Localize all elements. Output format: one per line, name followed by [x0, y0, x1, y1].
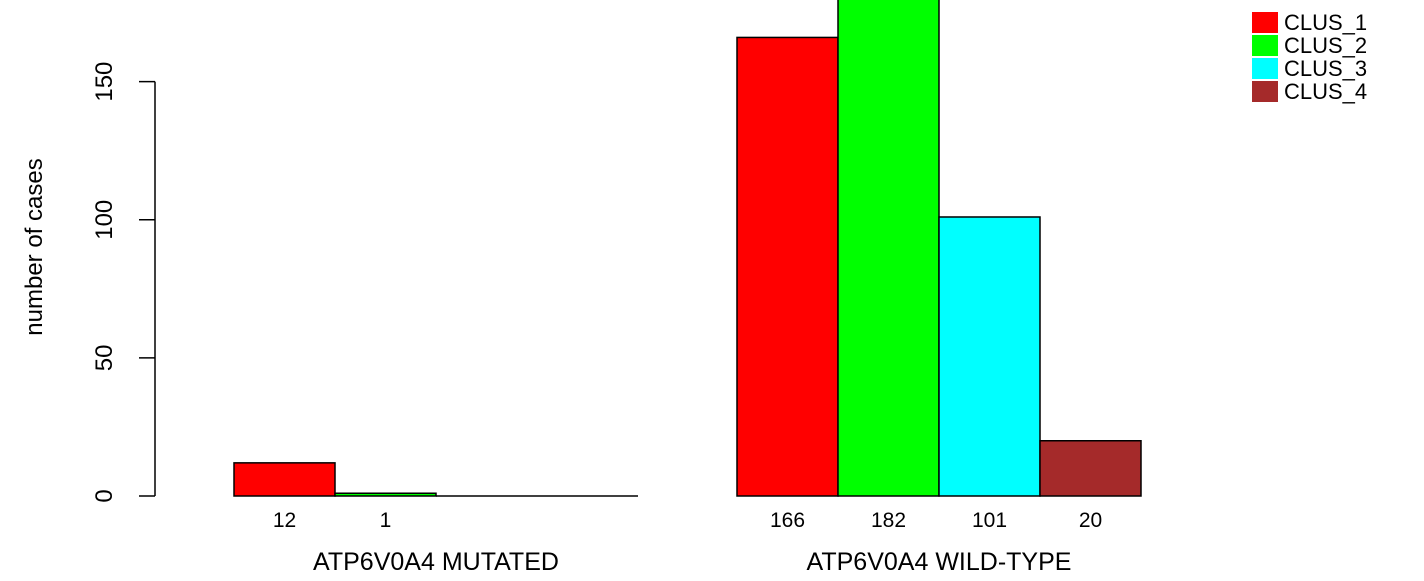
legend-swatch [1252, 81, 1278, 102]
legend-swatch [1252, 58, 1278, 79]
group-label: ATP6V0A4 MUTATED [313, 548, 559, 576]
bar [1039, 440, 1142, 497]
y-axis: 0 50 100 150 [91, 62, 156, 503]
legend-label: CLUS_1 [1284, 10, 1367, 35]
y-tick-label: 150 [91, 62, 118, 102]
plot-area: 12 1 166 182 101 20 [233, 0, 1142, 532]
legend-label: CLUS_3 [1284, 56, 1367, 81]
legend-swatch [1252, 35, 1278, 56]
legend-label: CLUS_4 [1284, 79, 1367, 104]
y-axis-label: number of cases [21, 158, 48, 335]
bar [736, 36, 839, 497]
bar-value-label: 182 [871, 509, 906, 532]
bar-value-label: 101 [972, 509, 1007, 532]
bar-value-label: 12 [273, 509, 296, 532]
y-tick-label: 0 [91, 489, 118, 502]
y-tick-label: 50 [91, 345, 118, 372]
bar [233, 462, 336, 497]
y-tick-label: 100 [91, 200, 118, 240]
bar-value-label: 1 [380, 509, 392, 532]
bar [334, 492, 437, 497]
bar [938, 216, 1041, 497]
legend-label: CLUS_2 [1284, 33, 1367, 58]
group-label: ATP6V0A4 WILD-TYPE [807, 548, 1072, 576]
bar-value-label: 166 [770, 509, 805, 532]
legend-swatch [1252, 12, 1278, 33]
bar [837, 0, 940, 497]
group-labels: ATP6V0A4 MUTATED ATP6V0A4 WILD-TYPE [313, 548, 1071, 576]
bar-value-label: 20 [1079, 509, 1102, 532]
